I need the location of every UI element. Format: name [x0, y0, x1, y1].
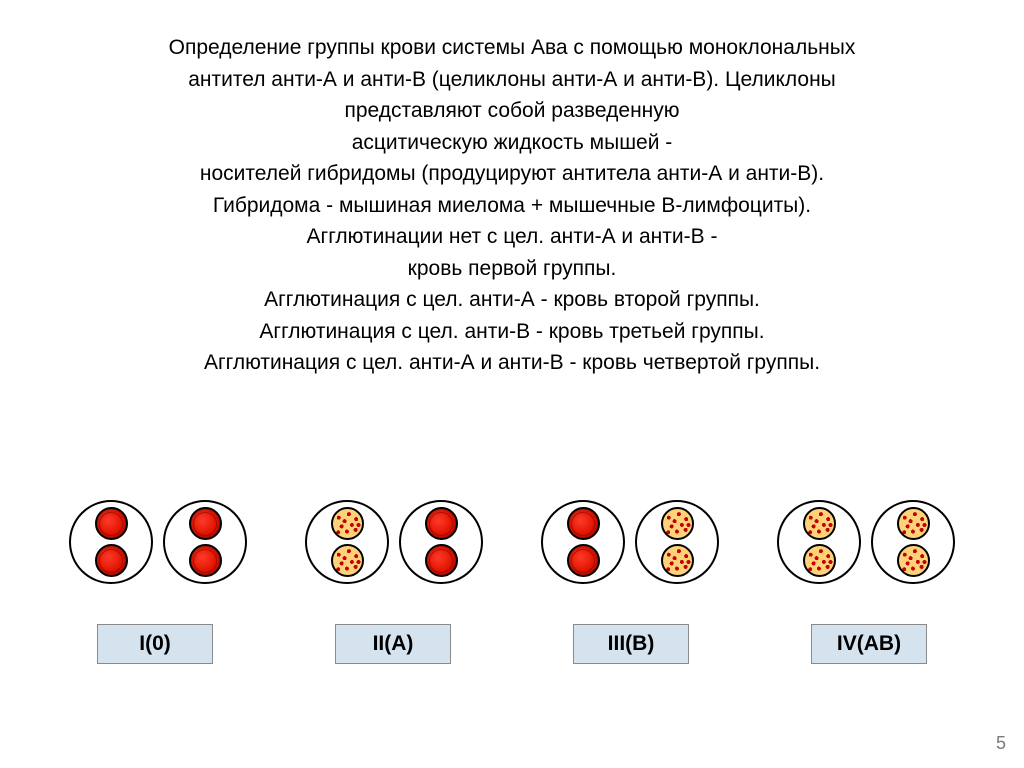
blood-drop: [661, 544, 694, 577]
group-label: IV(AB): [811, 624, 927, 664]
blood-drop: [803, 544, 836, 577]
text-line: Агглютинации нет с цел. анти-А и анти-В …: [40, 221, 984, 253]
test-circle-anti-a: [541, 500, 625, 584]
blood-drop: [425, 544, 458, 577]
test-circle-anti-b: [635, 500, 719, 584]
text-line: Гибридома - мышиная миелома + мышечные В…: [40, 190, 984, 222]
blood-drop: [95, 507, 128, 540]
text-line: Агглютинация с цел. анти-А и анти-В - кр…: [40, 347, 984, 379]
group-pair-2: [305, 500, 483, 584]
blood-group-labels-row: I(0) II(A) III(B) IV(AB): [0, 624, 1024, 664]
group-label: I(0): [97, 624, 213, 664]
test-circle-anti-a: [69, 500, 153, 584]
description-text: Определение группы крови системы Ава с п…: [0, 32, 1024, 379]
group-label: II(A): [335, 624, 451, 664]
blood-drop: [567, 544, 600, 577]
blood-drop: [425, 507, 458, 540]
text-line: Агглютинация с цел. анти-В - кровь треть…: [40, 316, 984, 348]
blood-drop: [189, 507, 222, 540]
blood-drop: [95, 544, 128, 577]
text-line: асцитическую жидкость мышей -: [40, 127, 984, 159]
blood-drop: [897, 507, 930, 540]
blood-drop: [897, 544, 930, 577]
blood-drop: [567, 507, 600, 540]
group-pair-1: [69, 500, 247, 584]
test-circle-anti-a: [777, 500, 861, 584]
text-line: представляют собой разведенную: [40, 95, 984, 127]
page-number: 5: [996, 733, 1006, 754]
text-line: Агглютинация с цел. анти-А - кровь второ…: [40, 284, 984, 316]
text-line: Определение группы крови системы Ава с п…: [40, 32, 984, 64]
test-circle-anti-a: [305, 500, 389, 584]
text-line: носителей гибридомы (продуцируют антител…: [40, 158, 984, 190]
blood-drop: [331, 507, 364, 540]
test-circle-anti-b: [163, 500, 247, 584]
blood-drop: [189, 544, 222, 577]
group-label: III(B): [573, 624, 689, 664]
test-circle-anti-b: [399, 500, 483, 584]
test-circle-anti-b: [871, 500, 955, 584]
text-line: кровь первой группы.: [40, 253, 984, 285]
group-pair-3: [541, 500, 719, 584]
blood-drop: [803, 507, 836, 540]
blood-drop: [331, 544, 364, 577]
blood-drop: [661, 507, 694, 540]
text-line: антител анти-А и анти-В (целиклоны анти-…: [40, 64, 984, 96]
blood-group-diagram-row: [0, 500, 1024, 584]
group-pair-4: [777, 500, 955, 584]
